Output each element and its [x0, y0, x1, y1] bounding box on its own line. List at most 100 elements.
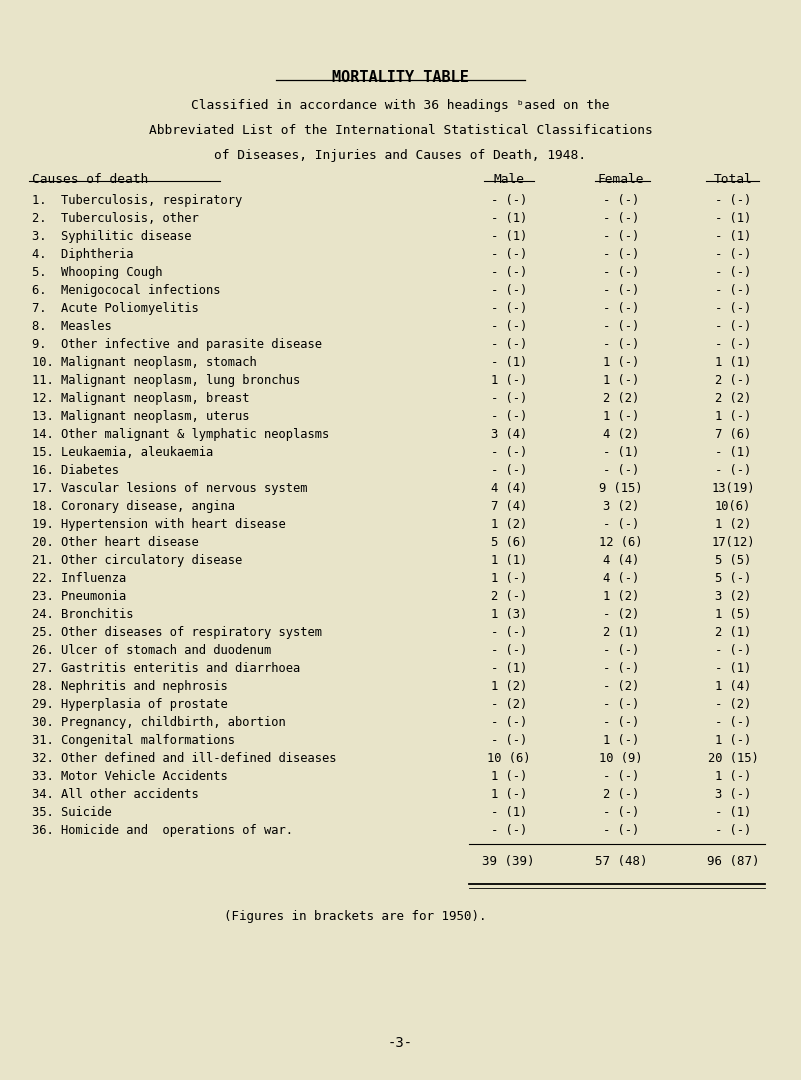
Text: - (-): - (-) [602, 464, 639, 477]
Text: 12 (6): 12 (6) [599, 536, 642, 549]
Text: 23. Pneumonia: 23. Pneumonia [32, 590, 127, 603]
Text: Classified in accordance with 36 headings ᵇased on the: Classified in accordance with 36 heading… [191, 99, 610, 112]
Text: 13. Malignant neoplasm, uterus: 13. Malignant neoplasm, uterus [32, 410, 250, 423]
Text: - (1): - (1) [714, 230, 751, 243]
Text: 1 (1): 1 (1) [714, 356, 751, 369]
Text: 9.  Other infective and parasite disease: 9. Other infective and parasite disease [32, 338, 322, 351]
Text: 57 (48): 57 (48) [594, 854, 647, 867]
Text: 1 (-): 1 (-) [490, 787, 527, 800]
Text: - (2): - (2) [602, 680, 639, 693]
Text: - (-): - (-) [490, 716, 527, 729]
Text: 39 (39): 39 (39) [482, 854, 535, 867]
Text: 10 (9): 10 (9) [599, 752, 642, 765]
Text: - (-): - (-) [714, 824, 751, 837]
Text: 7 (4): 7 (4) [490, 500, 527, 513]
Text: 2.  Tuberculosis, other: 2. Tuberculosis, other [32, 213, 199, 226]
Text: 2 (-): 2 (-) [714, 375, 751, 388]
Text: 4.  Diphtheria: 4. Diphtheria [32, 248, 134, 261]
Text: - (1): - (1) [490, 806, 527, 819]
Text: 10(6): 10(6) [714, 500, 751, 513]
Text: 5 (6): 5 (6) [490, 536, 527, 549]
Text: 11. Malignant neoplasm, lung bronchus: 11. Malignant neoplasm, lung bronchus [32, 375, 300, 388]
Text: 3 (4): 3 (4) [490, 428, 527, 441]
Text: 18. Coronary disease, angina: 18. Coronary disease, angina [32, 500, 235, 513]
Text: - (-): - (-) [490, 626, 527, 639]
Text: 1.  Tuberculosis, respiratory: 1. Tuberculosis, respiratory [32, 194, 242, 207]
Text: (Figures in brackets are for 1950).: (Figures in brackets are for 1950). [224, 909, 487, 922]
Text: 16. Diabetes: 16. Diabetes [32, 464, 119, 477]
Text: 7.  Acute Poliomyelitis: 7. Acute Poliomyelitis [32, 302, 199, 315]
Text: 2 (1): 2 (1) [714, 626, 751, 639]
Text: - (-): - (-) [602, 338, 639, 351]
Text: - (-): - (-) [714, 644, 751, 657]
Text: - (-): - (-) [602, 716, 639, 729]
Text: 1 (-): 1 (-) [490, 375, 527, 388]
Text: 4 (4): 4 (4) [490, 482, 527, 495]
Text: 2 (-): 2 (-) [602, 787, 639, 800]
Text: - (-): - (-) [602, 284, 639, 297]
Text: - (-): - (-) [490, 464, 527, 477]
Text: - (-): - (-) [490, 194, 527, 207]
Text: 1 (1): 1 (1) [490, 554, 527, 567]
Text: 10. Malignant neoplasm, stomach: 10. Malignant neoplasm, stomach [32, 356, 257, 369]
Text: - (1): - (1) [490, 230, 527, 243]
Text: - (1): - (1) [714, 806, 751, 819]
Text: 1 (-): 1 (-) [714, 770, 751, 783]
Text: - (-): - (-) [714, 302, 751, 315]
Text: 17. Vascular lesions of nervous system: 17. Vascular lesions of nervous system [32, 482, 308, 495]
Text: 1 (4): 1 (4) [714, 680, 751, 693]
Text: - (1): - (1) [714, 213, 751, 226]
Text: MORTALITY TABLE: MORTALITY TABLE [332, 70, 469, 85]
Text: 5 (5): 5 (5) [714, 554, 751, 567]
Text: 3 (2): 3 (2) [714, 590, 751, 603]
Text: - (-): - (-) [602, 194, 639, 207]
Text: 3.  Syphilitic disease: 3. Syphilitic disease [32, 230, 191, 243]
Text: 2 (1): 2 (1) [602, 626, 639, 639]
Text: Causes of death: Causes of death [32, 173, 148, 186]
Text: - (-): - (-) [714, 716, 751, 729]
Text: - (1): - (1) [490, 662, 527, 675]
Text: 6.  Menigococal infections: 6. Menigococal infections [32, 284, 220, 297]
Text: 35. Suicide: 35. Suicide [32, 806, 112, 819]
Text: - (-): - (-) [602, 770, 639, 783]
Text: - (1): - (1) [714, 662, 751, 675]
Text: - (1): - (1) [714, 446, 751, 459]
Text: Total: Total [714, 173, 752, 186]
Text: 21. Other circulatory disease: 21. Other circulatory disease [32, 554, 242, 567]
Text: 28. Nephritis and nephrosis: 28. Nephritis and nephrosis [32, 680, 227, 693]
Text: 12. Malignant neoplasm, breast: 12. Malignant neoplasm, breast [32, 392, 250, 405]
Text: 31. Congenital malformations: 31. Congenital malformations [32, 734, 235, 747]
Text: 1 (-): 1 (-) [602, 375, 639, 388]
Text: - (-): - (-) [714, 267, 751, 280]
Text: - (-): - (-) [714, 321, 751, 334]
Text: - (-): - (-) [602, 302, 639, 315]
Text: 96 (87): 96 (87) [706, 854, 759, 867]
Text: 14. Other malignant & lymphatic neoplasms: 14. Other malignant & lymphatic neoplasm… [32, 428, 329, 441]
Text: - (-): - (-) [602, 806, 639, 819]
Text: 5.  Whooping Cough: 5. Whooping Cough [32, 267, 163, 280]
Text: - (-): - (-) [490, 644, 527, 657]
Text: 32. Other defined and ill-defined diseases: 32. Other defined and ill-defined diseas… [32, 752, 336, 765]
Text: - (-): - (-) [490, 446, 527, 459]
Text: Abbreviated List of the International Statistical Classifications: Abbreviated List of the International St… [149, 124, 652, 137]
Text: 1 (-): 1 (-) [490, 770, 527, 783]
Text: 10 (6): 10 (6) [487, 752, 530, 765]
Text: - (-): - (-) [602, 230, 639, 243]
Text: 2 (-): 2 (-) [490, 590, 527, 603]
Text: 1 (2): 1 (2) [490, 680, 527, 693]
Text: - (-): - (-) [602, 518, 639, 531]
Text: 3 (-): 3 (-) [714, 787, 751, 800]
Text: 1 (-): 1 (-) [602, 734, 639, 747]
Text: - (-): - (-) [602, 644, 639, 657]
Text: - (2): - (2) [714, 698, 751, 711]
Text: - (1): - (1) [490, 213, 527, 226]
Text: - (-): - (-) [602, 267, 639, 280]
Text: 26. Ulcer of stomach and duodenum: 26. Ulcer of stomach and duodenum [32, 644, 272, 657]
Text: - (-): - (-) [490, 248, 527, 261]
Text: 2 (2): 2 (2) [714, 392, 751, 405]
Text: 1 (2): 1 (2) [602, 590, 639, 603]
Text: - (1): - (1) [490, 356, 527, 369]
Text: - (-): - (-) [714, 338, 751, 351]
Text: 30. Pregnancy, childbirth, abortion: 30. Pregnancy, childbirth, abortion [32, 716, 286, 729]
Text: 2 (2): 2 (2) [602, 392, 639, 405]
